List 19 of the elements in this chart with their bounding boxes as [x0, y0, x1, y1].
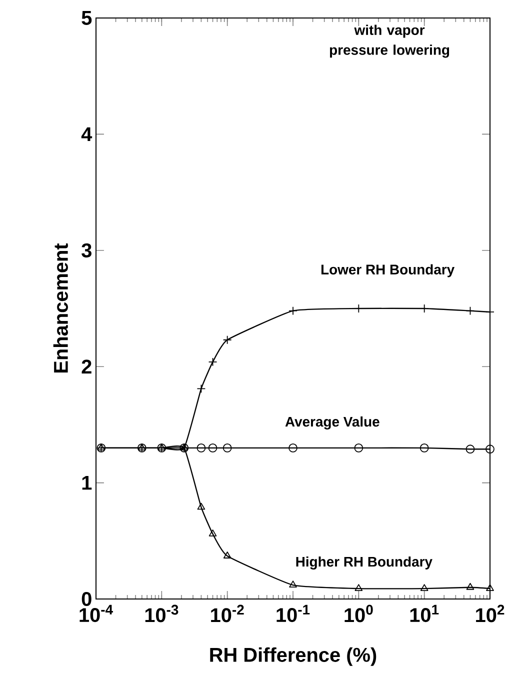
y-tick-label: 2 — [82, 360, 92, 374]
x-tick-label: 10$^{-3}$ — [145, 604, 178, 622]
x-tick-label: 10$^{-2}$ — [211, 604, 244, 622]
x-tick-label: 10$^{-4}$ — [80, 604, 113, 622]
x-axis-title: RH Difference (%) — [210, 647, 376, 666]
x-tick-label: 10$^{0}$ — [344, 604, 373, 622]
y-tick-label: 0 — [82, 592, 92, 606]
y-tick-label: 4 — [81, 127, 92, 142]
y-tick-label: 5 — [82, 11, 92, 25]
x-tick-label: 10$^{-1}$ — [276, 604, 310, 622]
y-tick-label: 3 — [82, 243, 92, 258]
text: Lower RH Boundary — [321, 264, 455, 278]
series-label: Average Value — [285, 416, 380, 430]
x-tick-label: 10$^{1}$ — [410, 604, 439, 622]
series-label: Higher RH Boundary — [296, 556, 432, 570]
y-tick-label: 1 — [82, 476, 92, 490]
x-tick-label: 10$^{2}$ — [476, 604, 504, 622]
y-axis-title: Enhancement — [53, 243, 68, 372]
annotation: with vapor pressure lowering — [330, 24, 450, 58]
